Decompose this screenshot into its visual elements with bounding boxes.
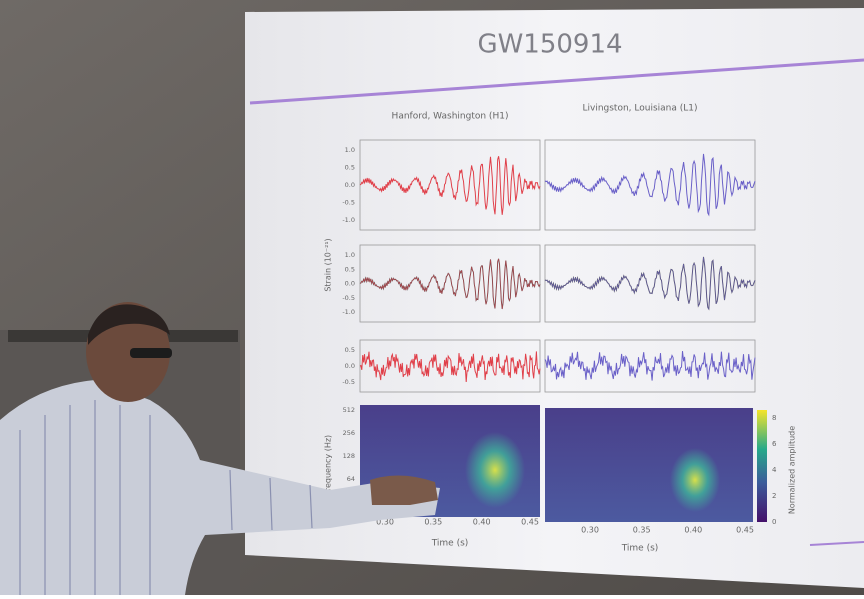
tick-label: -1.0 xyxy=(342,216,355,224)
tick-label: 1.0 xyxy=(345,251,355,259)
chirp-track xyxy=(465,432,525,508)
photo: GW150914 Hanford, Washington (H1) Living… xyxy=(0,0,864,595)
column-title: Hanford, Washington (H1) xyxy=(392,112,509,122)
tick-label: 4 xyxy=(772,466,777,474)
tick-label: 0.5 xyxy=(345,346,355,354)
tick-label: 0.40 xyxy=(473,518,491,527)
tick-label: 0.35 xyxy=(633,526,651,535)
tick-label: 0.0 xyxy=(345,362,355,370)
tick-label: 64 xyxy=(347,475,355,483)
tick-label: 0.0 xyxy=(345,181,355,189)
tick-label: 2 xyxy=(772,492,776,500)
colorbar xyxy=(757,410,767,522)
tick-label: 128 xyxy=(343,452,355,460)
tick-label: 512 xyxy=(343,406,355,414)
tick-label: 0.5 xyxy=(345,164,355,172)
tick-label: -0.5 xyxy=(342,294,355,302)
page: GW150914 Hanford, Washington (H1) Living… xyxy=(0,0,864,595)
tick-label: 0.5 xyxy=(345,265,355,273)
axis-label: Time (s) xyxy=(431,539,469,549)
tick-label: 1.0 xyxy=(345,146,355,154)
hand xyxy=(370,475,438,505)
glasses xyxy=(130,348,172,358)
tick-label: -0.5 xyxy=(342,199,355,207)
tick-label: 6 xyxy=(772,440,777,448)
axis-label: Strain (10⁻²¹) xyxy=(324,238,333,291)
tick-label: 0.35 xyxy=(424,518,442,527)
tick-label: 0.0 xyxy=(345,280,355,288)
tick-label: -1.0 xyxy=(342,308,355,316)
spectrogram xyxy=(545,408,753,522)
tick-label: 0 xyxy=(772,518,776,526)
tick-label: 0.45 xyxy=(736,526,754,535)
slide-title: GW150914 xyxy=(477,30,622,60)
chirp-track xyxy=(670,448,720,512)
tick-label: 0.30 xyxy=(581,526,599,535)
axis-label: Normalized amplitude xyxy=(788,426,797,514)
tick-label: 256 xyxy=(343,429,355,437)
tick-label: 0.40 xyxy=(684,526,702,535)
tick-label: 8 xyxy=(772,414,776,422)
axis-label: Frequency (Hz) xyxy=(324,435,333,495)
tick-label: -0.5 xyxy=(342,378,355,386)
column-title: Livingston, Louisiana (L1) xyxy=(582,104,697,114)
axis-label: Time (s) xyxy=(621,544,659,554)
tick-label: 0.45 xyxy=(521,518,539,527)
